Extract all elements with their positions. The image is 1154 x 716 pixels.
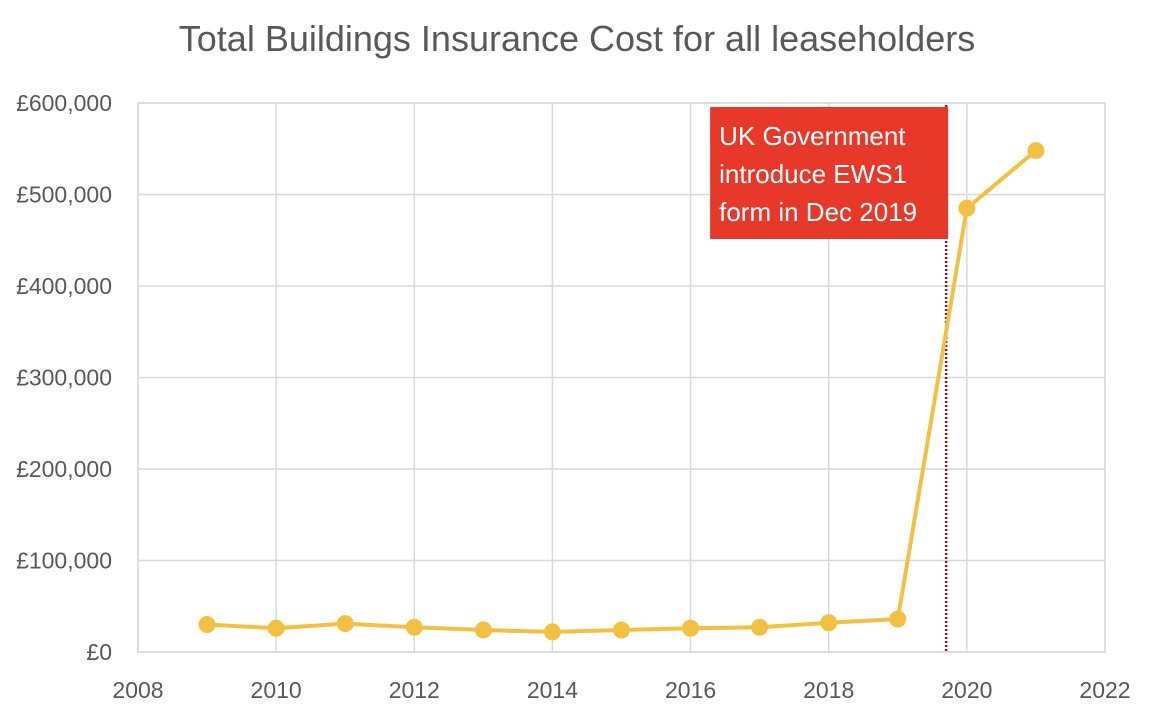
x-tick-label: 2008 (112, 677, 163, 703)
data-point (405, 618, 423, 636)
y-tick-label: £0 (86, 639, 112, 665)
grid-lines (137, 102, 1106, 653)
annotation-text-line: introduce EWS1 (719, 159, 907, 189)
y-tick-label: £100,000 (16, 548, 112, 574)
y-tick-label: £500,000 (16, 182, 112, 208)
y-tick-label: £200,000 (16, 456, 112, 482)
data-point (336, 615, 354, 633)
chart-title: Total Buildings Insurance Cost for all l… (178, 18, 976, 59)
series-layer (198, 142, 1045, 641)
data-point (958, 199, 976, 217)
data-point (682, 619, 700, 637)
y-axis-tick-labels: £0 £100,000 £200,000 £300,000 £400,000 £500,0… (16, 90, 112, 665)
data-point (751, 618, 769, 636)
y-tick-label: £300,000 (16, 365, 112, 391)
y-tick-label: £400,000 (16, 273, 112, 299)
x-tick-label: 2016 (665, 677, 716, 703)
y-tick-label: £600,000 (16, 90, 112, 116)
x-tick-label: 2014 (527, 677, 578, 703)
data-point (1027, 142, 1045, 160)
annotation-box (710, 107, 949, 239)
data-point (613, 621, 630, 639)
x-tick-label: 2018 (803, 677, 854, 703)
x-axis-tick-labels: 2008 2010 2012 2014 2016 2018 2020 2022 (112, 677, 1130, 703)
x-tick-label: 2022 (1079, 677, 1130, 703)
x-tick-label: 2010 (251, 677, 302, 703)
data-point (267, 619, 285, 637)
x-tick-label: 2020 (941, 677, 992, 703)
x-tick-label: 2012 (389, 677, 440, 703)
data-point (474, 621, 492, 639)
annotation-box-layer: UK Government introduce EWS1 form in Dec 2… (710, 107, 949, 239)
data-point (820, 614, 838, 632)
annotation-text-line: form in Dec 2019 (719, 197, 917, 227)
annotation-text-line: UK Government (719, 121, 906, 151)
data-point (543, 623, 561, 641)
data-point (889, 610, 907, 628)
data-point (198, 616, 216, 634)
